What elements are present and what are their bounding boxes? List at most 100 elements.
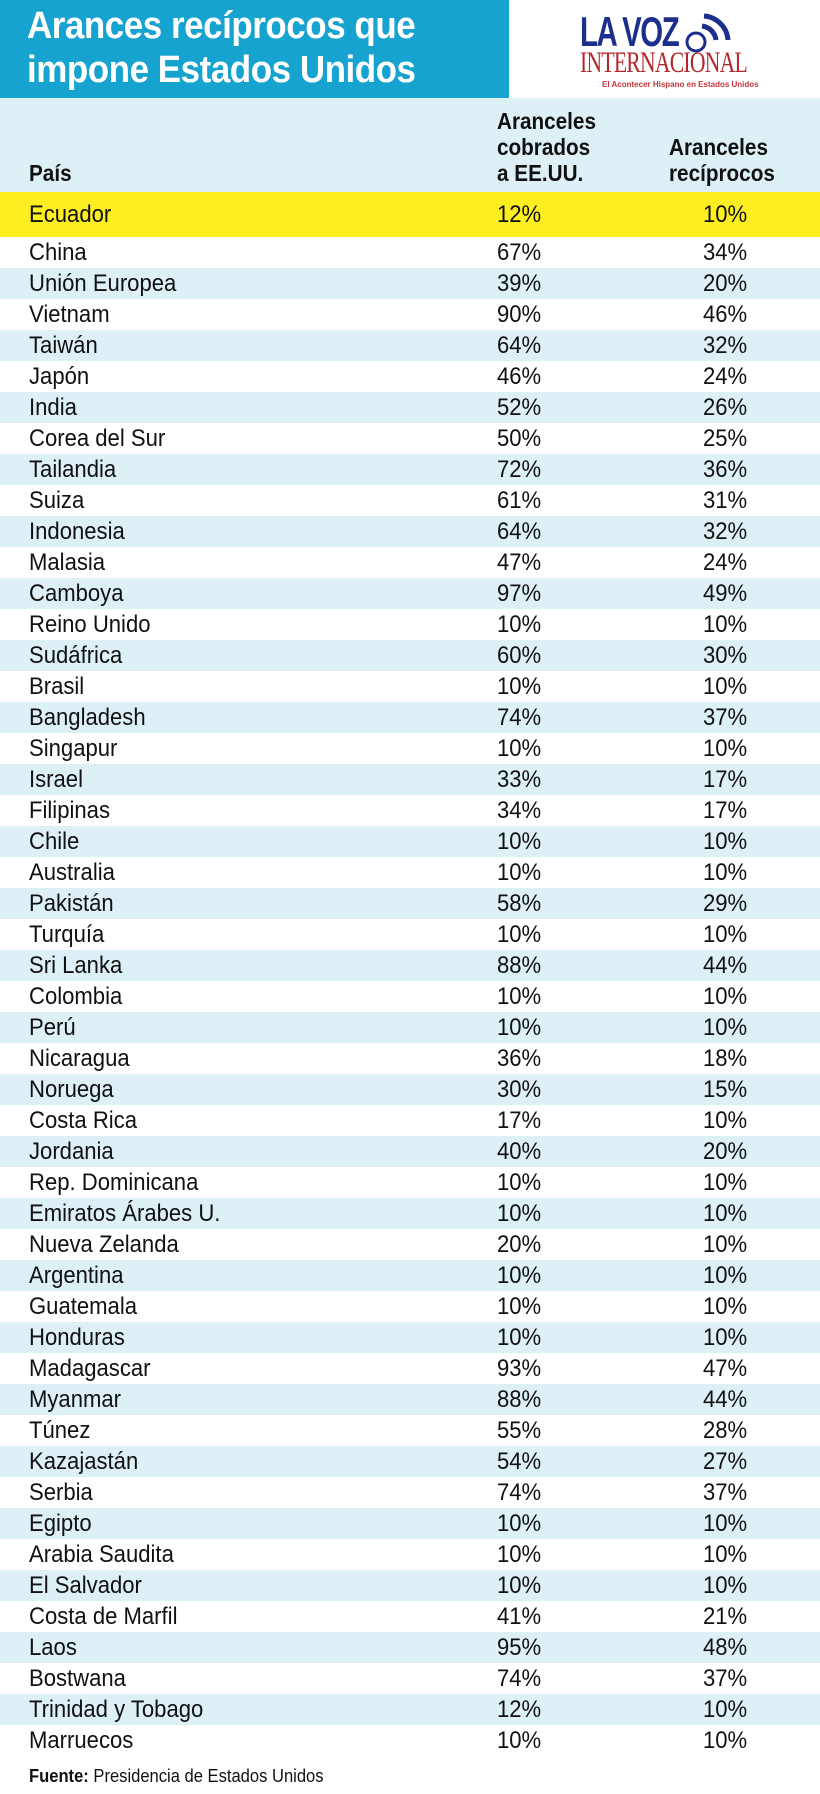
charged-cell: 60% xyxy=(497,641,542,669)
table-row: Tailandia 72% 36% xyxy=(0,454,820,485)
charged-cell: 10% xyxy=(497,672,542,700)
charged-cell: 10% xyxy=(497,610,542,638)
reciprocal-cell: 30% xyxy=(703,641,748,669)
country-cell: El Salvador xyxy=(29,1571,142,1599)
reciprocal-cell: 32% xyxy=(703,517,748,545)
country-cell: Serbia xyxy=(29,1478,93,1506)
country-cell: India xyxy=(29,393,77,421)
charged-cell: 10% xyxy=(497,1168,542,1196)
country-cell: Unión Europea xyxy=(29,269,177,297)
table-row: Jordania 40% 20% xyxy=(0,1136,820,1167)
table-row: Myanmar 88% 44% xyxy=(0,1384,820,1415)
reciprocal-cell: 37% xyxy=(703,703,748,731)
source-label: Fuente: xyxy=(29,1766,89,1786)
logo-line2: INTERNACIONAL xyxy=(580,46,748,79)
country-cell: Japón xyxy=(29,362,90,390)
reciprocal-cell: 26% xyxy=(703,393,748,421)
reciprocal-cell: 10% xyxy=(703,1230,748,1258)
charged-cell: 10% xyxy=(497,1509,542,1537)
table-row: Serbia 74% 37% xyxy=(0,1477,820,1508)
country-cell: Túnez xyxy=(29,1416,91,1444)
reciprocal-cell: 10% xyxy=(703,858,748,886)
country-cell: Guatemala xyxy=(29,1292,138,1320)
reciprocal-cell: 10% xyxy=(703,1323,748,1351)
broadcast-globe-icon xyxy=(685,13,731,53)
reciprocal-cell: 46% xyxy=(703,300,748,328)
reciprocal-cell: 17% xyxy=(703,796,748,824)
country-cell: Jordania xyxy=(29,1137,114,1165)
table-row: Argentina 10% 10% xyxy=(0,1260,820,1291)
reciprocal-cell: 10% xyxy=(703,920,748,948)
charged-cell: 47% xyxy=(497,548,542,576)
charged-cell: 10% xyxy=(497,858,542,886)
table-row: Nueva Zelanda 20% 10% xyxy=(0,1229,820,1260)
charged-cell: 41% xyxy=(497,1602,542,1630)
charged-cell: 90% xyxy=(497,300,542,328)
charged-cell: 40% xyxy=(497,1137,542,1165)
charged-cell: 10% xyxy=(497,1261,542,1289)
charged-cell: 72% xyxy=(497,455,542,483)
header-country: País xyxy=(29,160,72,186)
reciprocal-cell: 10% xyxy=(703,1726,748,1754)
charged-cell: 61% xyxy=(497,486,542,514)
charged-cell: 64% xyxy=(497,331,542,359)
charged-cell: 52% xyxy=(497,393,542,421)
header-charged-line: Aranceles xyxy=(497,108,596,134)
table-row: Taiwán 64% 32% xyxy=(0,330,820,361)
charged-cell: 10% xyxy=(497,1323,542,1351)
country-cell: Laos xyxy=(29,1633,77,1661)
charged-cell: 34% xyxy=(497,796,542,824)
table-row: Japón 46% 24% xyxy=(0,361,820,392)
charged-cell: 74% xyxy=(497,1664,542,1692)
charged-cell: 88% xyxy=(497,1385,542,1413)
reciprocal-cell: 37% xyxy=(703,1664,748,1692)
charged-cell: 74% xyxy=(497,1478,542,1506)
charged-cell: 10% xyxy=(497,1571,542,1599)
country-cell: Nueva Zelanda xyxy=(29,1230,179,1258)
table-row: Costa de Marfil 41% 21% xyxy=(0,1601,820,1632)
table-row: Israel 33% 17% xyxy=(0,764,820,795)
country-cell: Brasil xyxy=(29,672,85,700)
reciprocal-cell: 44% xyxy=(703,951,748,979)
charged-cell: 97% xyxy=(497,579,542,607)
country-cell: Arabia Saudita xyxy=(29,1540,174,1568)
reciprocal-cell: 15% xyxy=(703,1075,748,1103)
country-cell: Israel xyxy=(29,765,83,793)
charged-cell: 10% xyxy=(497,1540,542,1568)
reciprocal-cell: 10% xyxy=(703,1571,748,1599)
country-cell: Sudáfrica xyxy=(29,641,123,669)
reciprocal-cell: 47% xyxy=(703,1354,748,1382)
table-row: Colombia 10% 10% xyxy=(0,981,820,1012)
table-row: Perú 10% 10% xyxy=(0,1012,820,1043)
charged-cell: 17% xyxy=(497,1106,542,1134)
charged-cell: 10% xyxy=(497,827,542,855)
country-cell: Reino Unido xyxy=(29,610,151,638)
country-cell: Marruecos xyxy=(29,1726,134,1754)
reciprocal-cell: 36% xyxy=(703,455,748,483)
table-row: Guatemala 10% 10% xyxy=(0,1291,820,1322)
country-cell: Australia xyxy=(29,858,115,886)
table-row: Corea del Sur 50% 25% xyxy=(0,423,820,454)
charged-cell: 10% xyxy=(497,1013,542,1041)
country-cell: Honduras xyxy=(29,1323,125,1351)
source-text: Presidencia de Estados Unidos xyxy=(88,1766,324,1786)
reciprocal-cell: 10% xyxy=(703,672,748,700)
charged-cell: 12% xyxy=(497,1695,542,1723)
table-row: Australia 10% 10% xyxy=(0,857,820,888)
country-cell: Madagascar xyxy=(29,1354,151,1382)
charged-cell: 67% xyxy=(497,238,542,266)
table-row: Rep. Dominicana 10% 10% xyxy=(0,1167,820,1198)
country-cell: Taiwán xyxy=(29,331,98,359)
reciprocal-cell: 21% xyxy=(703,1602,748,1630)
table-row: Brasil 10% 10% xyxy=(0,671,820,702)
charged-cell: 39% xyxy=(497,269,542,297)
country-cell: China xyxy=(29,238,87,266)
country-cell: Ecuador xyxy=(29,200,112,228)
reciprocal-cell: 10% xyxy=(703,734,748,762)
table-row: Trinidad y Tobago 12% 10% xyxy=(0,1694,820,1725)
country-cell: Sri Lanka xyxy=(29,951,123,979)
charged-cell: 55% xyxy=(497,1416,542,1444)
tariff-table: Ecuador 12% 10% China 67% 34% Unión Europea 39%… xyxy=(0,192,820,1756)
country-cell: Myanmar xyxy=(29,1385,122,1413)
source-note: Fuente: Presidencia de Estados Unidos xyxy=(29,1766,324,1787)
